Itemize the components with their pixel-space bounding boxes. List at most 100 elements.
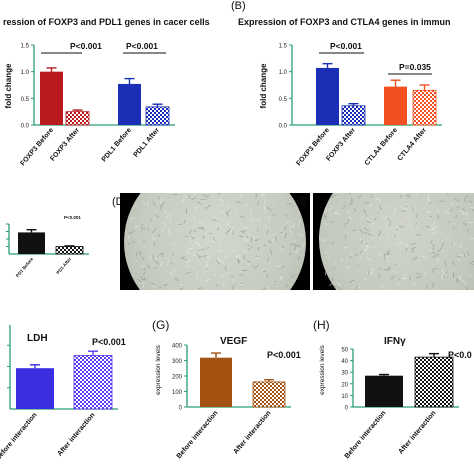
cell [256, 228, 259, 232]
cell [427, 194, 429, 201]
cell [365, 245, 368, 250]
cell [432, 231, 438, 234]
cell [471, 209, 474, 211]
cell [396, 281, 401, 286]
cell [143, 276, 146, 282]
cell [355, 285, 358, 290]
cell [196, 242, 201, 248]
cell [432, 222, 436, 226]
cell [426, 225, 430, 229]
cell [412, 257, 416, 261]
cell [294, 244, 301, 247]
cell [216, 259, 220, 265]
cell [389, 277, 394, 280]
cell [252, 265, 255, 269]
cell [369, 203, 373, 207]
cell [239, 215, 245, 219]
cell [386, 256, 390, 262]
cell [219, 202, 225, 207]
cell [185, 265, 191, 269]
cell [266, 258, 269, 264]
cell [346, 256, 349, 263]
cell [212, 273, 216, 277]
bar-2 [341, 105, 366, 126]
cell [226, 272, 229, 275]
cell [244, 250, 250, 254]
cell [154, 260, 160, 265]
bar-2 [65, 111, 90, 126]
cell [448, 221, 452, 224]
cell [422, 256, 428, 258]
cell [289, 228, 293, 234]
cell [204, 264, 209, 267]
cell [161, 228, 164, 231]
cell [267, 215, 271, 222]
cell [275, 236, 278, 242]
cell [220, 274, 224, 279]
cell [441, 242, 444, 248]
cell [328, 207, 332, 212]
cell [366, 272, 373, 274]
cell [405, 243, 409, 248]
cell [236, 243, 240, 248]
y-tick-label: 400 [172, 344, 183, 350]
cell [228, 211, 232, 214]
x-tick-label: After interaction [232, 410, 272, 456]
y-tick-label: 0 [179, 406, 183, 412]
cell [157, 233, 161, 238]
bar-3 [118, 83, 141, 125]
cell [431, 267, 438, 271]
cell [241, 230, 246, 232]
cell [138, 282, 145, 284]
cell [153, 256, 158, 260]
cell [462, 221, 467, 227]
bar-2 [73, 355, 113, 410]
cell [454, 215, 458, 219]
cell [437, 214, 440, 220]
cell [364, 277, 369, 282]
cell [130, 217, 136, 220]
cell [263, 244, 267, 247]
cell [222, 261, 225, 265]
cell [415, 234, 421, 236]
cell [267, 240, 272, 244]
cell [224, 282, 226, 285]
cell-texture-d [127, 193, 305, 290]
cell [262, 270, 266, 273]
cell [387, 217, 390, 221]
cell [127, 235, 130, 239]
cell [160, 260, 164, 267]
cell [371, 235, 374, 239]
cell [191, 226, 195, 228]
cell [285, 284, 288, 287]
cell [405, 194, 409, 197]
cell [132, 240, 135, 244]
cell [246, 235, 249, 239]
cell [299, 223, 302, 227]
cell [151, 285, 157, 288]
cell [142, 240, 146, 243]
cell [446, 193, 449, 195]
cell [387, 266, 391, 270]
cell [432, 246, 435, 251]
cell [401, 225, 405, 228]
cell [141, 256, 145, 260]
cell [164, 211, 168, 213]
cell [239, 283, 245, 286]
chart-title: IFNγ [384, 336, 406, 347]
cell [299, 233, 304, 237]
cell [375, 198, 382, 201]
cell [263, 198, 267, 205]
x-tick-label: FOXP3 Before [295, 127, 331, 168]
cell [250, 245, 253, 248]
cell [377, 211, 380, 214]
cell [432, 270, 435, 274]
cell [415, 193, 418, 197]
cell [226, 209, 232, 214]
cell [363, 249, 368, 251]
cell [297, 256, 301, 260]
cell [403, 207, 408, 211]
cell [160, 202, 165, 207]
cell [436, 224, 438, 229]
cell [221, 210, 225, 213]
